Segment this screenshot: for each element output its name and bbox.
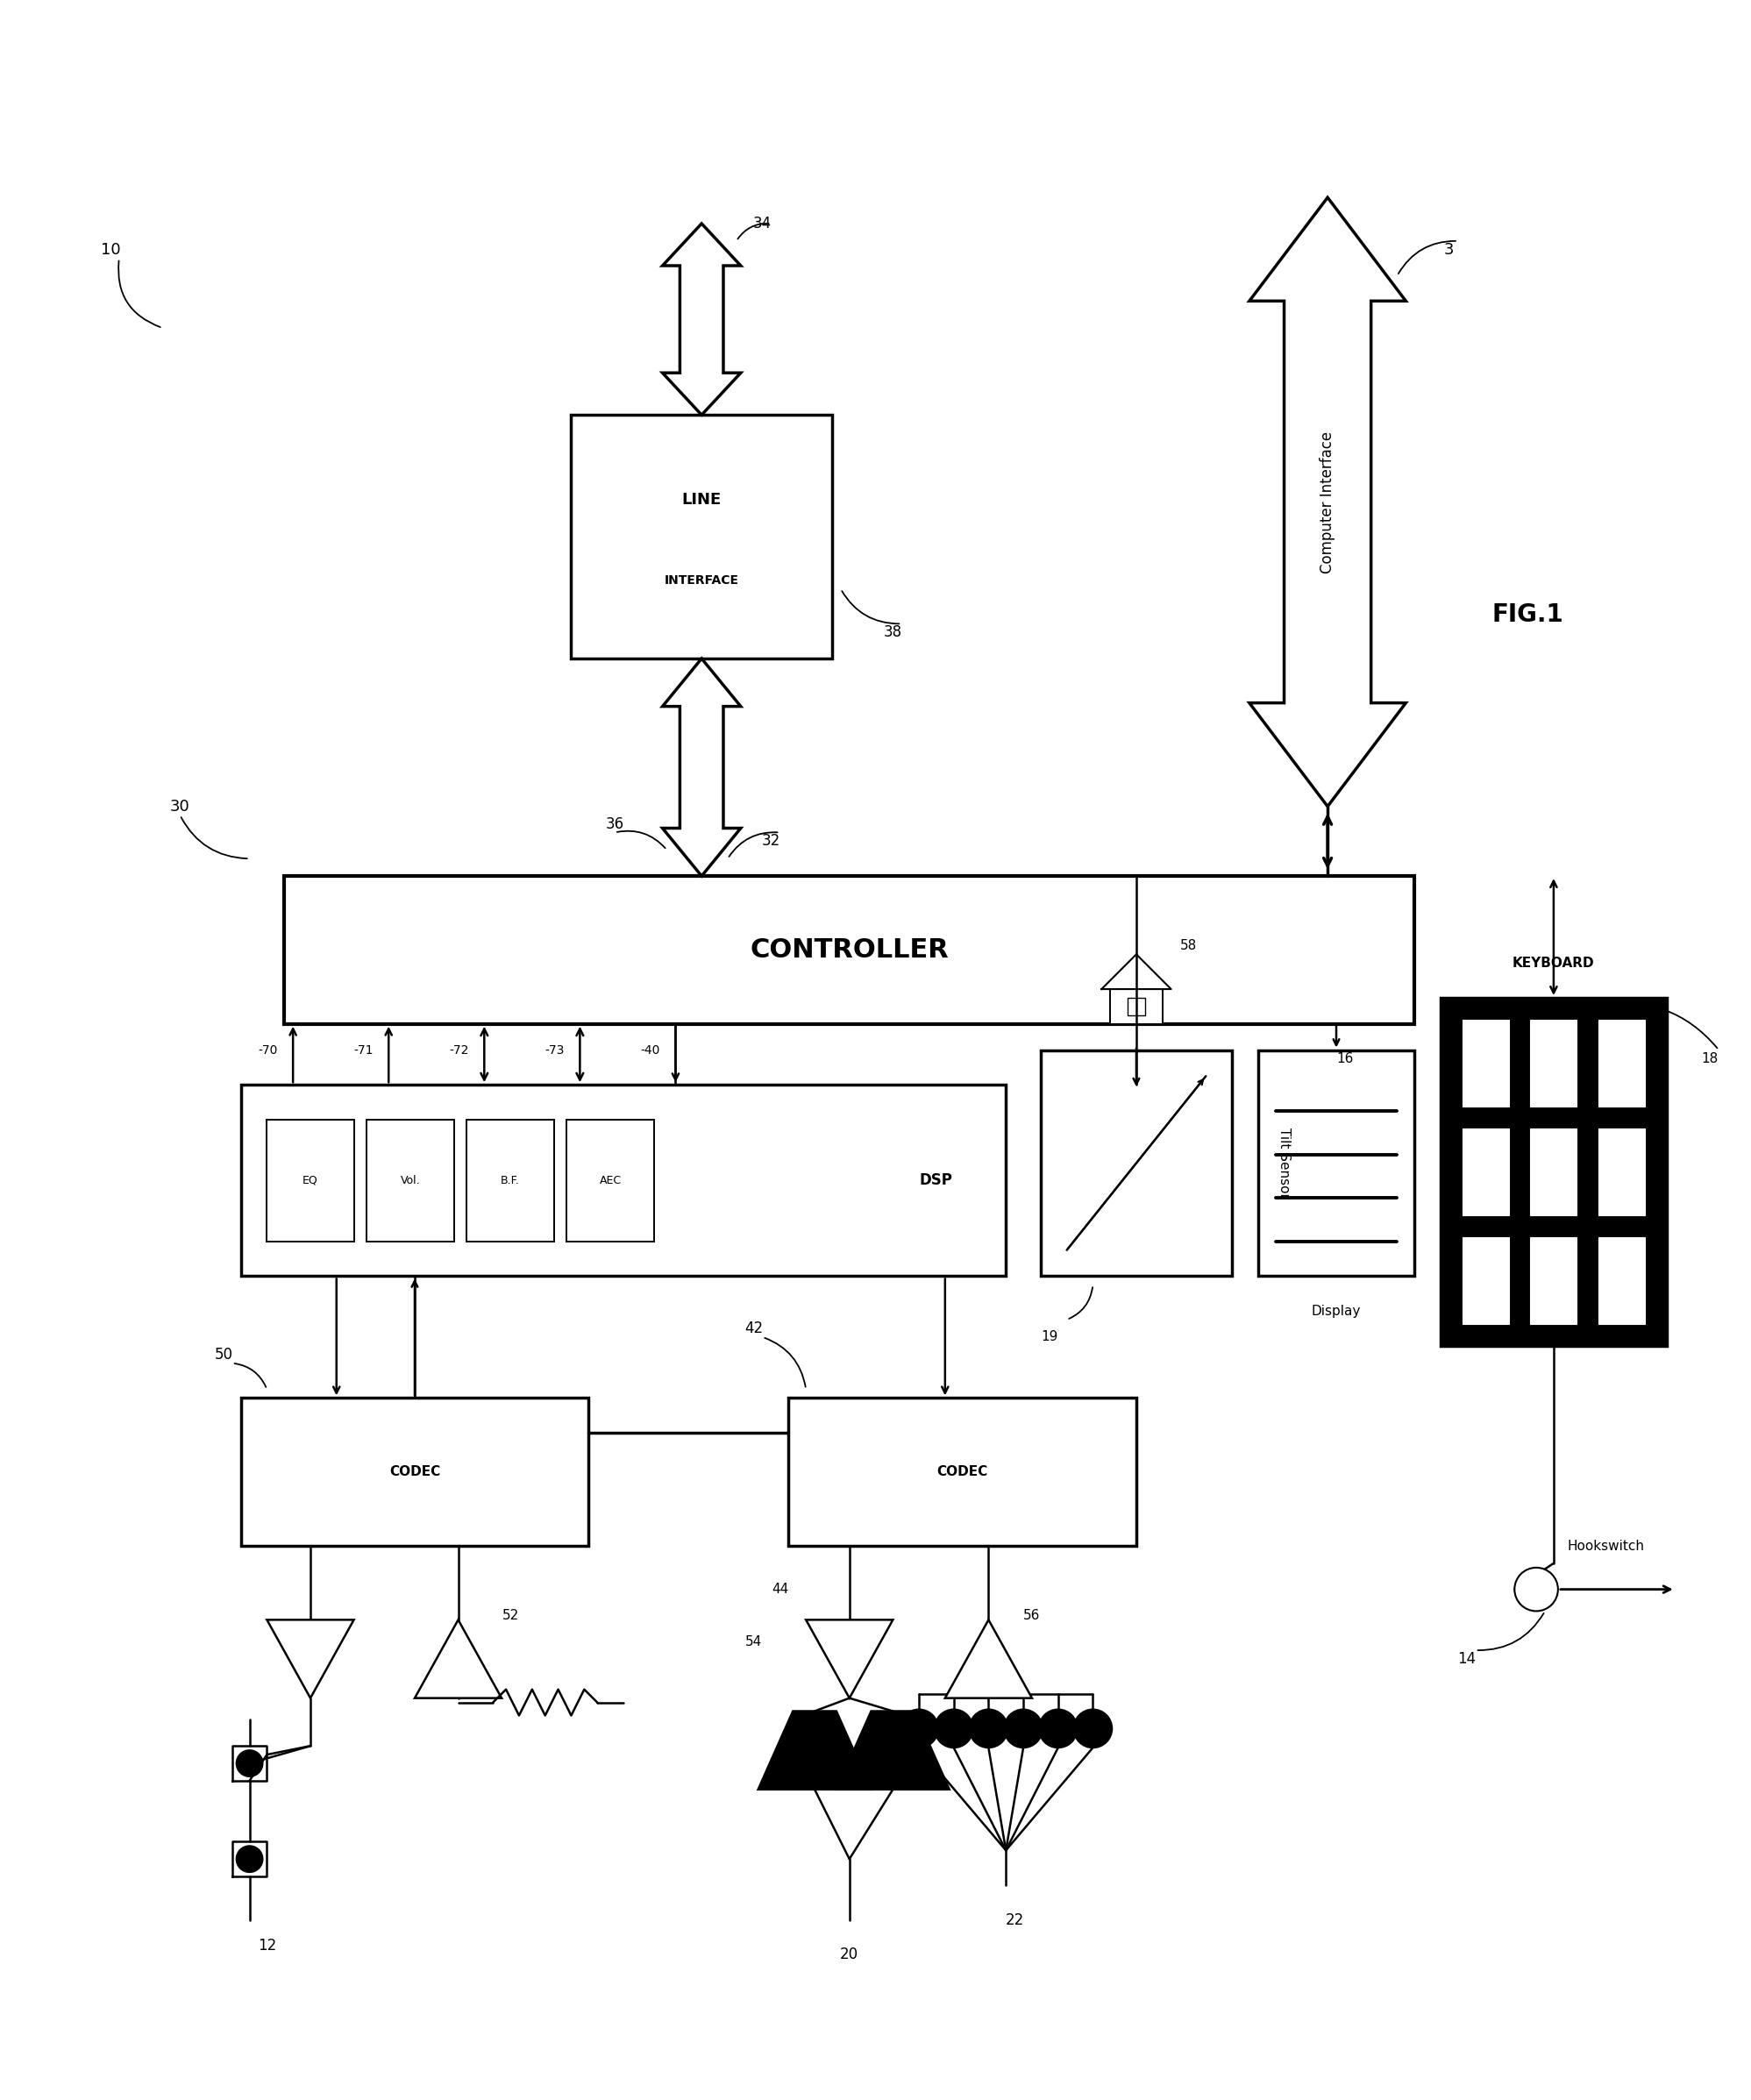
Text: 50: 50 <box>214 1346 233 1363</box>
Text: -40: -40 <box>641 1044 660 1056</box>
Polygon shape <box>662 223 741 416</box>
Polygon shape <box>805 1619 893 1699</box>
Bar <box>1110 989 1163 1025</box>
Text: -70: -70 <box>257 1044 278 1056</box>
Text: 18: 18 <box>1702 1052 1718 1065</box>
Bar <box>266 1119 354 1241</box>
Circle shape <box>236 1749 263 1777</box>
Bar <box>284 876 1415 1025</box>
Text: DSP: DSP <box>919 1172 953 1189</box>
Bar <box>1599 1021 1644 1107</box>
Polygon shape <box>662 659 741 876</box>
Text: 34: 34 <box>753 216 772 231</box>
Text: AEC: AEC <box>599 1174 622 1186</box>
Text: Display: Display <box>1311 1304 1361 1317</box>
Bar <box>1530 1021 1578 1107</box>
Text: Tilt Sensor: Tilt Sensor <box>1278 1128 1290 1199</box>
Polygon shape <box>946 1619 1031 1699</box>
Text: 36: 36 <box>606 817 623 832</box>
Text: 44: 44 <box>772 1583 788 1596</box>
Text: 56: 56 <box>1024 1609 1040 1621</box>
Bar <box>571 416 832 659</box>
Text: 54: 54 <box>746 1636 762 1649</box>
Text: 14: 14 <box>1457 1651 1476 1667</box>
Text: FIG.1: FIG.1 <box>1492 603 1564 628</box>
Text: 52: 52 <box>503 1609 518 1621</box>
Circle shape <box>236 1846 263 1871</box>
Text: LINE: LINE <box>681 491 721 508</box>
Bar <box>1040 1050 1233 1277</box>
Bar <box>1530 1128 1578 1216</box>
Text: -73: -73 <box>545 1044 566 1056</box>
Bar <box>1462 1021 1509 1107</box>
Text: CODEC: CODEC <box>389 1466 440 1478</box>
Bar <box>242 1086 1005 1277</box>
Polygon shape <box>837 1712 949 1789</box>
Text: 12: 12 <box>257 1938 277 1953</box>
Text: KEYBOARD: KEYBOARD <box>1513 956 1595 970</box>
Text: Computer Interface: Computer Interface <box>1320 430 1336 573</box>
Text: Vol.: Vol. <box>401 1174 420 1186</box>
Text: 30: 30 <box>170 798 189 815</box>
Text: 3: 3 <box>1445 242 1455 258</box>
Text: 19: 19 <box>1040 1331 1058 1344</box>
Text: B.F.: B.F. <box>501 1174 520 1186</box>
Text: 42: 42 <box>744 1321 763 1336</box>
Polygon shape <box>1250 197 1406 806</box>
Polygon shape <box>266 1619 354 1699</box>
Bar <box>468 1119 553 1241</box>
Text: 32: 32 <box>762 834 781 848</box>
Bar <box>1462 1237 1509 1323</box>
Bar <box>1530 1237 1578 1323</box>
Text: EQ: EQ <box>303 1174 319 1186</box>
Bar <box>567 1119 653 1241</box>
Text: Hookswitch: Hookswitch <box>1567 1539 1644 1552</box>
Bar <box>1257 1050 1415 1277</box>
Bar <box>1128 998 1145 1014</box>
Bar <box>788 1399 1136 1546</box>
Bar <box>368 1119 454 1241</box>
Circle shape <box>1038 1709 1077 1747</box>
Text: 22: 22 <box>1005 1911 1024 1928</box>
Text: -71: -71 <box>354 1044 373 1056</box>
Circle shape <box>935 1709 974 1747</box>
Text: CODEC: CODEC <box>937 1466 988 1478</box>
Bar <box>1462 1128 1509 1216</box>
Text: 10: 10 <box>100 242 121 258</box>
Polygon shape <box>415 1619 501 1699</box>
Text: 38: 38 <box>884 624 902 640</box>
Circle shape <box>1073 1709 1112 1747</box>
Text: -72: -72 <box>450 1044 469 1056</box>
Bar <box>1599 1237 1644 1323</box>
Circle shape <box>900 1709 939 1747</box>
Circle shape <box>1003 1709 1042 1747</box>
Polygon shape <box>758 1712 872 1789</box>
Text: 20: 20 <box>840 1947 858 1963</box>
Circle shape <box>970 1709 1007 1747</box>
Text: CONTROLLER: CONTROLLER <box>749 937 949 962</box>
Text: INTERFACE: INTERFACE <box>664 575 739 586</box>
Bar <box>1441 998 1667 1346</box>
Text: 16: 16 <box>1336 1052 1354 1065</box>
Bar <box>242 1399 588 1546</box>
Text: 58: 58 <box>1180 939 1198 951</box>
Bar <box>1599 1128 1644 1216</box>
Circle shape <box>1515 1567 1558 1611</box>
